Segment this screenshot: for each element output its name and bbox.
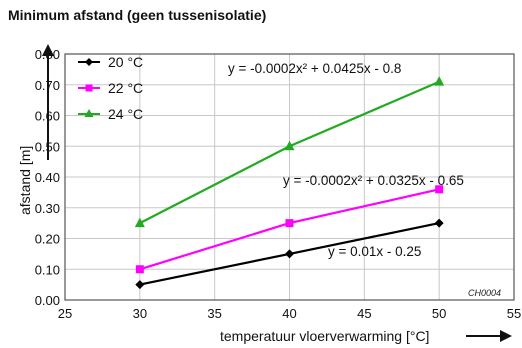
chart-title: Minimum afstand (geen tussenisolatie) <box>8 7 266 23</box>
y-tick-label: 0.40 <box>35 170 60 185</box>
legend-marker-20 <box>85 58 93 66</box>
x-tick-label: 55 <box>507 306 521 321</box>
legend-marker-22 <box>85 84 93 92</box>
legend-label-24: 24 °C <box>108 106 143 122</box>
x-tick-label: 45 <box>357 306 371 321</box>
y-axis-label: afstand [m] <box>17 146 33 215</box>
data-point <box>434 218 444 228</box>
plot-frame <box>64 53 515 301</box>
x-tick-labels: 25 30 35 40 45 50 55 <box>58 306 521 321</box>
x-tick-label: 25 <box>58 306 72 321</box>
x-tick-label: 30 <box>133 306 147 321</box>
series-layer <box>134 76 445 290</box>
y-axis-arrow-head <box>42 44 54 56</box>
y-tick-label: 0.20 <box>35 232 60 247</box>
equation-24: y = -0.0002x² + 0.0425x - 0.8 <box>228 61 401 76</box>
legend-marker-24 <box>84 109 94 117</box>
legend-label-20: 20 °C <box>108 54 143 70</box>
y-tick-label: 0.10 <box>35 262 60 277</box>
x-axis-label: temperatuur vloerverwarming [°C] <box>220 328 429 344</box>
data-point <box>134 217 145 228</box>
y-tick-label: 0.00 <box>35 293 60 308</box>
data-point <box>285 249 294 259</box>
data-point <box>284 140 295 151</box>
data-point <box>434 76 445 86</box>
x-tick-label: 40 <box>282 306 296 321</box>
data-point <box>435 185 444 194</box>
legend: 20 °C 22 °C 24 °C <box>78 54 143 122</box>
x-tick-label: 35 <box>207 306 221 321</box>
legend-label-22: 22 °C <box>108 80 143 96</box>
equation-20: y = 0.01x - 0.25 <box>328 244 421 259</box>
data-point <box>135 265 144 274</box>
y-tick-label: 0.30 <box>35 201 60 216</box>
x-axis-arrow-head <box>500 330 512 342</box>
data-point <box>285 219 294 228</box>
x-tick-label: 50 <box>432 306 446 321</box>
chart-code: CH0004 <box>468 288 501 298</box>
data-point <box>135 280 145 290</box>
equation-22: y = -0.0002x² + 0.0325x - 0.65 <box>283 173 464 188</box>
